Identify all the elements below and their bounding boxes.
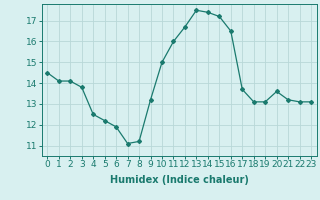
X-axis label: Humidex (Indice chaleur): Humidex (Indice chaleur) xyxy=(110,175,249,185)
